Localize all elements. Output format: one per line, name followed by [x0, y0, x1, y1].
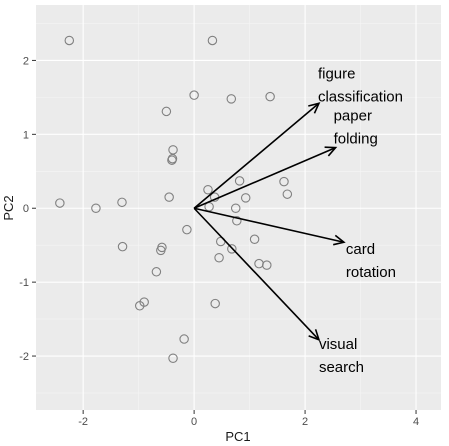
data-point	[167, 155, 177, 165]
arrow-label: search	[319, 359, 364, 376]
arrow-label: visual	[319, 336, 357, 353]
data-point	[156, 245, 166, 256]
x-tick-label: 4	[413, 416, 419, 428]
y-tick-label: 2	[23, 55, 29, 67]
data-point	[234, 176, 245, 186]
x-tick-label: 0	[191, 416, 197, 428]
data-point	[151, 267, 162, 277]
loading-arrows: figure classification paper folding card rota…	[193, 65, 403, 376]
data-point	[232, 216, 242, 226]
y-axis-title: PC2	[1, 195, 16, 220]
arrow-label: classification	[318, 88, 403, 105]
data-point	[249, 234, 260, 245]
loading-arrow-head	[308, 102, 321, 114]
data-point	[226, 94, 237, 104]
data-point	[227, 244, 237, 254]
y-tick-label: -2	[19, 351, 29, 363]
data-point	[55, 198, 65, 208]
loading-arrow-shaft	[193, 102, 320, 209]
y-tick-label: -1	[19, 277, 29, 289]
data-point	[179, 334, 189, 344]
loading-arrow-shaft	[193, 207, 320, 341]
arrow-label: paper	[334, 108, 372, 125]
data-point	[161, 106, 172, 117]
major-gridlines	[36, 5, 441, 410]
data-point	[117, 197, 127, 208]
y-tick-label: 1	[23, 129, 29, 141]
data-point	[64, 35, 75, 46]
data-point	[91, 203, 101, 213]
data-points	[55, 35, 293, 364]
minor-gridlines	[36, 5, 441, 410]
data-point	[182, 224, 192, 235]
data-point	[189, 90, 199, 100]
x-axis-ticks: -2 0 2 4	[78, 410, 419, 428]
loading-arrow-head	[333, 234, 346, 246]
arrow-label: folding	[334, 131, 378, 148]
x-tick-label: -2	[78, 416, 88, 428]
data-point	[240, 193, 251, 203]
data-point	[207, 35, 218, 46]
arrow-label: rotation	[346, 264, 396, 281]
data-point	[282, 189, 293, 199]
data-point	[203, 185, 213, 195]
y-tick-label: 0	[23, 203, 29, 215]
x-tick-label: 2	[302, 416, 308, 428]
data-point	[214, 253, 224, 263]
data-point	[265, 91, 275, 102]
plot-panel	[36, 5, 441, 410]
data-point	[134, 301, 145, 311]
arrow-label: figure	[318, 65, 356, 82]
loading-arrow-head	[324, 146, 338, 157]
data-point	[279, 176, 289, 187]
loading-arrow-head	[308, 329, 321, 342]
data-point	[262, 260, 272, 270]
x-axis-title: PC1	[225, 429, 250, 444]
data-point	[164, 192, 174, 202]
loading-arrow-shaft	[193, 207, 345, 244]
data-point	[230, 203, 241, 213]
y-axis-ticks: -2 -1 0 1 2	[19, 55, 36, 363]
data-point	[168, 353, 178, 364]
loading-arrow-shaft	[193, 146, 336, 209]
data-point	[117, 241, 128, 252]
data-point	[210, 298, 220, 309]
arrow-label: card	[346, 241, 375, 258]
